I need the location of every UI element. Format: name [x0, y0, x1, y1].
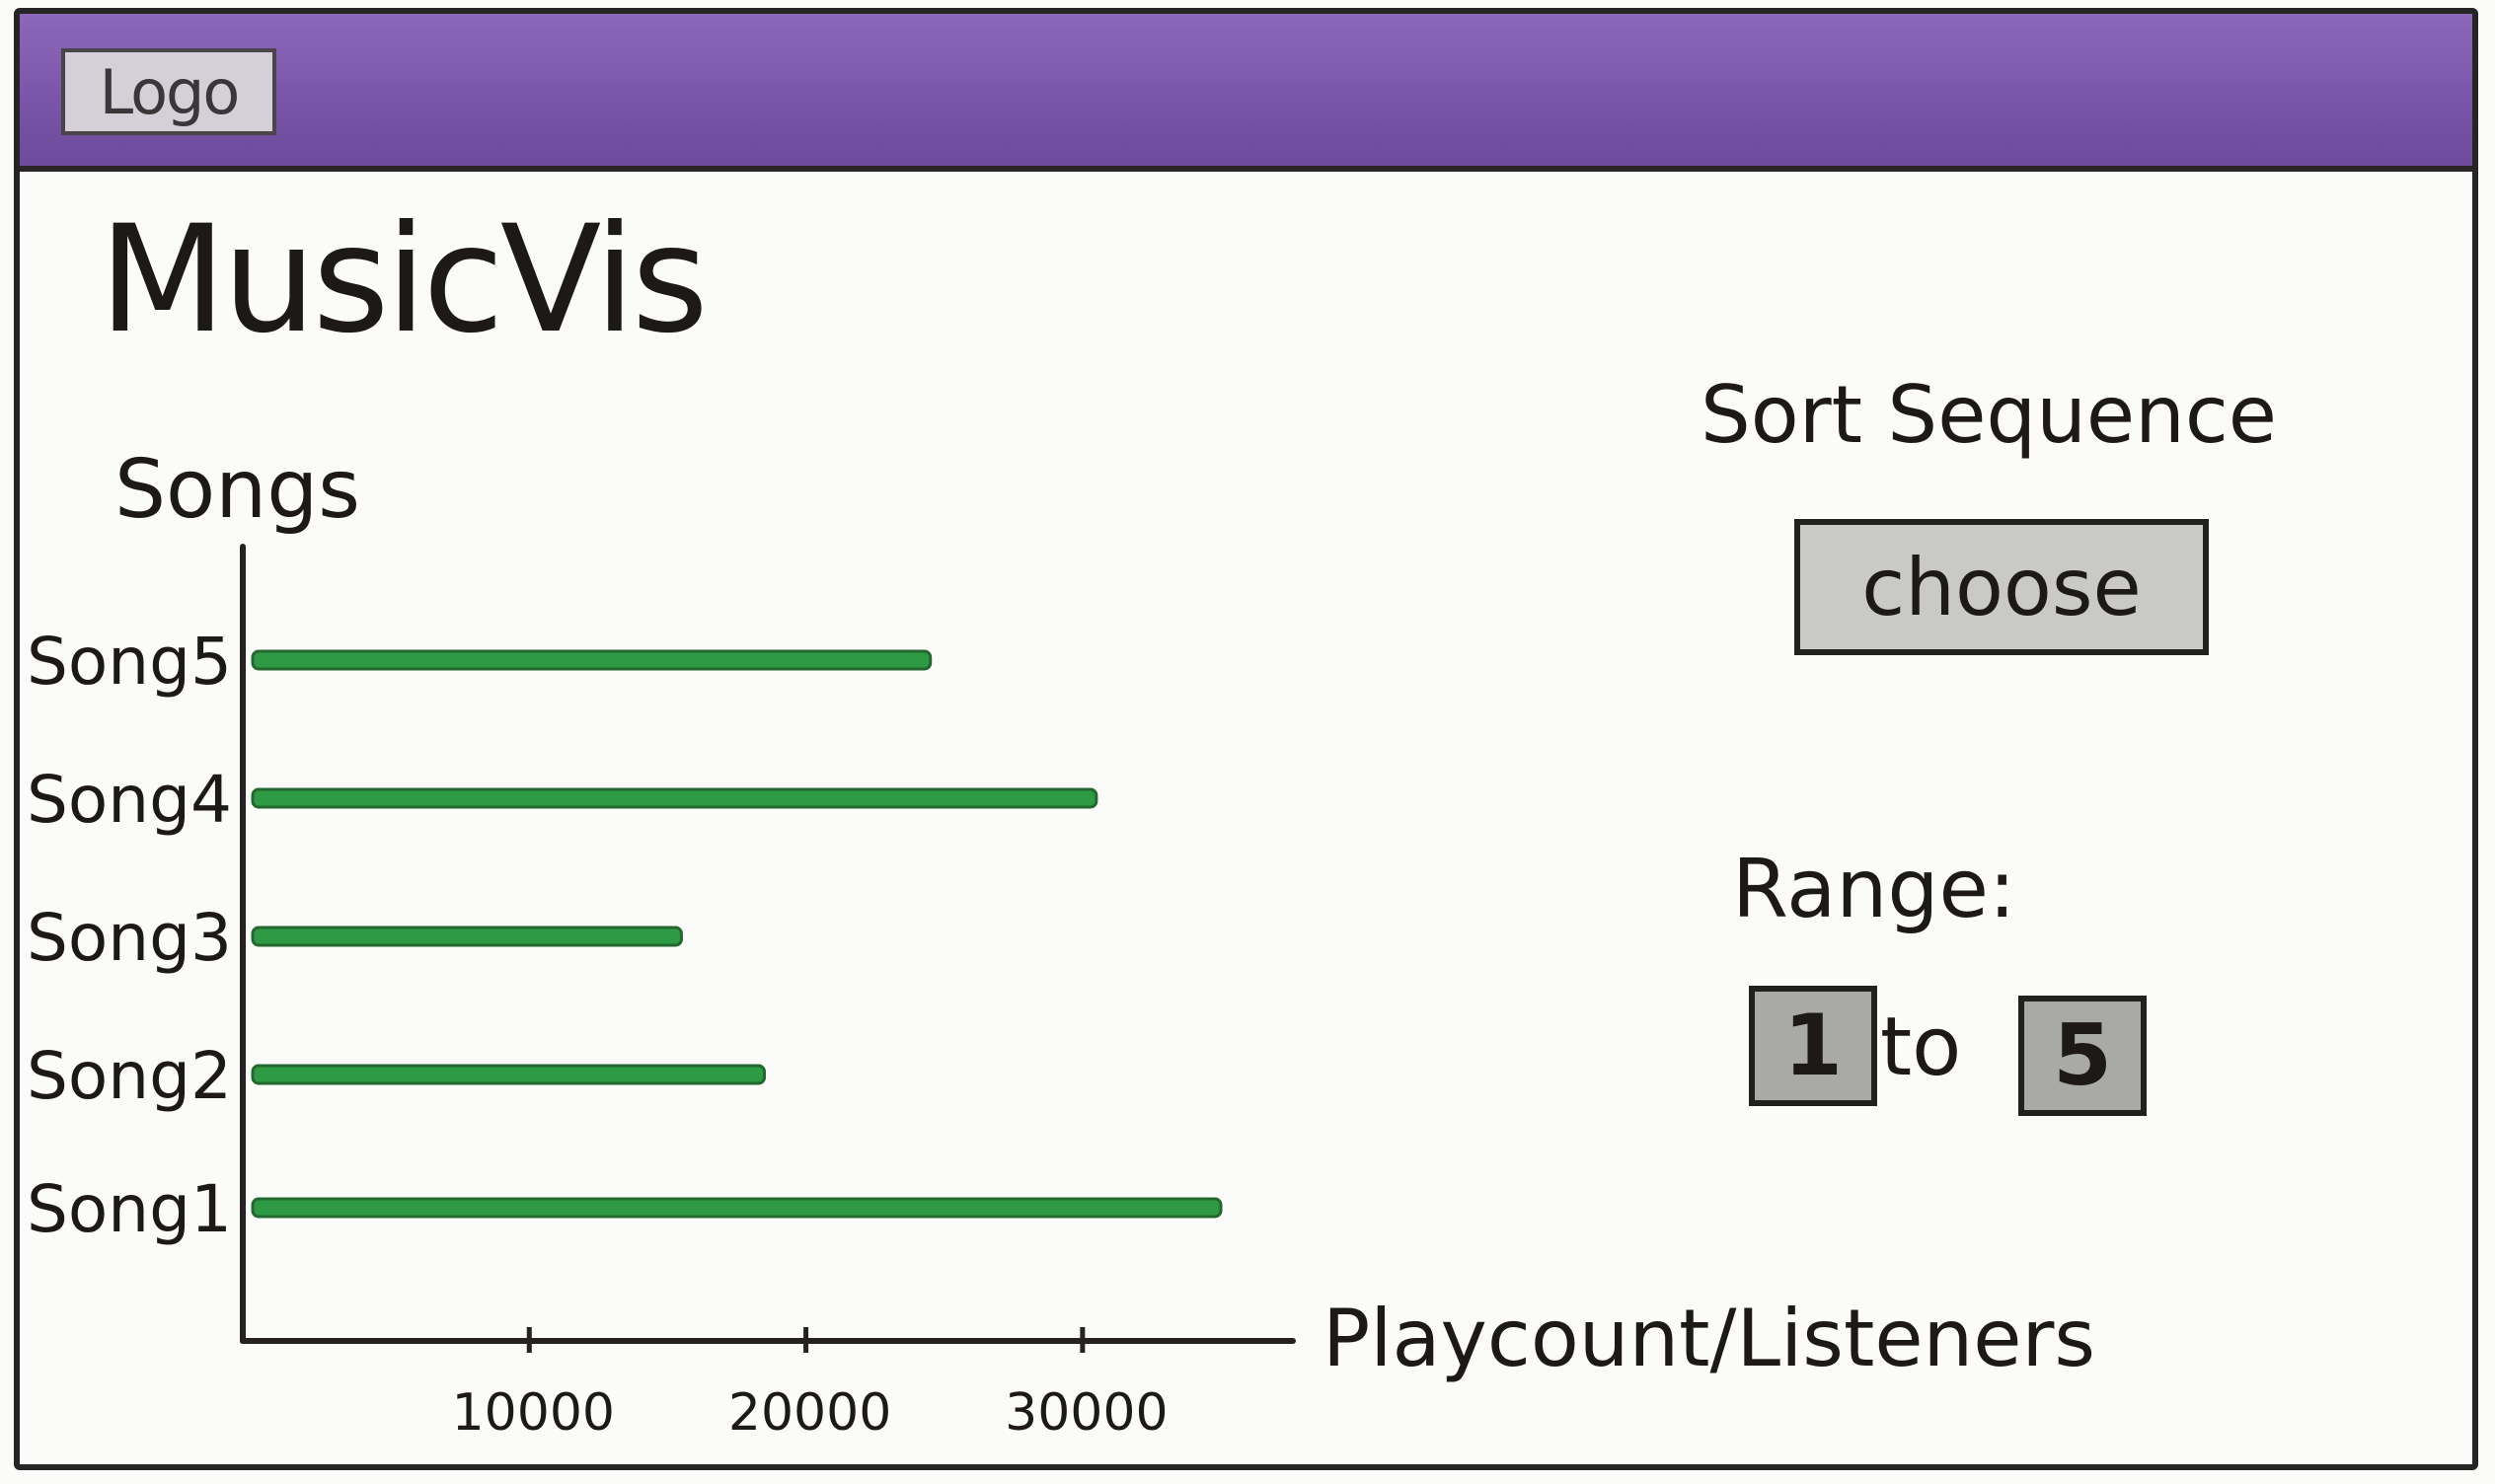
range-label: Range:: [1732, 843, 2016, 936]
app-window: Logo MusicVis Songs Playcount/Listeners So…: [14, 8, 2478, 1470]
sort-sequence-label: Sort Sequence: [1701, 369, 2278, 461]
x-tick-label-30000: 30000: [1005, 1383, 1168, 1443]
bar-song2[interactable]: [251, 1064, 767, 1085]
bar-song5[interactable]: [251, 649, 933, 671]
bar-song4[interactable]: [251, 787, 1098, 809]
page-title: MusicVis: [99, 194, 709, 366]
category-label-song3: Song3: [27, 900, 232, 976]
x-axis-title: Playcount/Listeners: [1323, 1293, 2095, 1384]
category-label-song2: Song2: [27, 1038, 232, 1114]
header-bar: Logo: [20, 14, 2472, 172]
category-label-song5: Song5: [27, 624, 232, 700]
y-axis-title: Songs: [114, 443, 360, 537]
x-tick-label-10000: 10000: [452, 1383, 615, 1443]
x-tick-label-20000: 20000: [728, 1383, 891, 1443]
bar-song3[interactable]: [251, 926, 683, 947]
range-to-label: to: [1880, 1001, 1962, 1094]
category-label-song1: Song1: [27, 1171, 232, 1247]
sort-choose-button[interactable]: choose: [1794, 519, 2209, 655]
logo[interactable]: Logo: [61, 48, 276, 135]
category-label-song4: Song4: [27, 762, 232, 838]
playcount-bar-chart: Songs Playcount/Listeners Song1 Song2 Song3 S…: [27, 443, 2095, 1443]
range-to-input[interactable]: [2018, 996, 2147, 1116]
bar-song1[interactable]: [251, 1197, 1223, 1219]
range-from-input[interactable]: [1749, 986, 1877, 1106]
